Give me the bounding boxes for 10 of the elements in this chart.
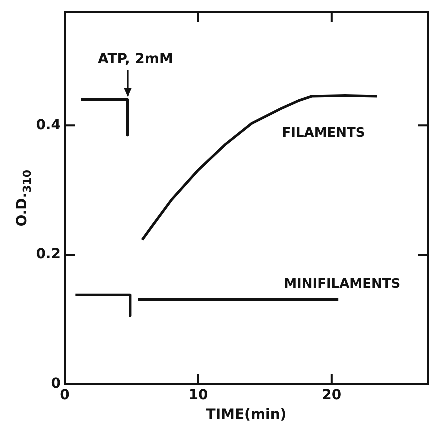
x-tick-label: 10 [188,387,208,404]
y-tick-label: 0 [51,376,62,392]
series-label: MINIFILAMENTS [284,277,401,292]
x-tick-label: 20 [322,387,342,404]
y-tick-label: 0.4 [36,117,62,134]
y-axis-title: O.D.310 [14,170,34,227]
annotation: ATP, 2mM [98,51,174,68]
y-tick-label: 0.2 [36,246,61,263]
series-label: FILAMENTS [282,126,366,141]
x-axis-title: TIME(min) [206,407,287,424]
